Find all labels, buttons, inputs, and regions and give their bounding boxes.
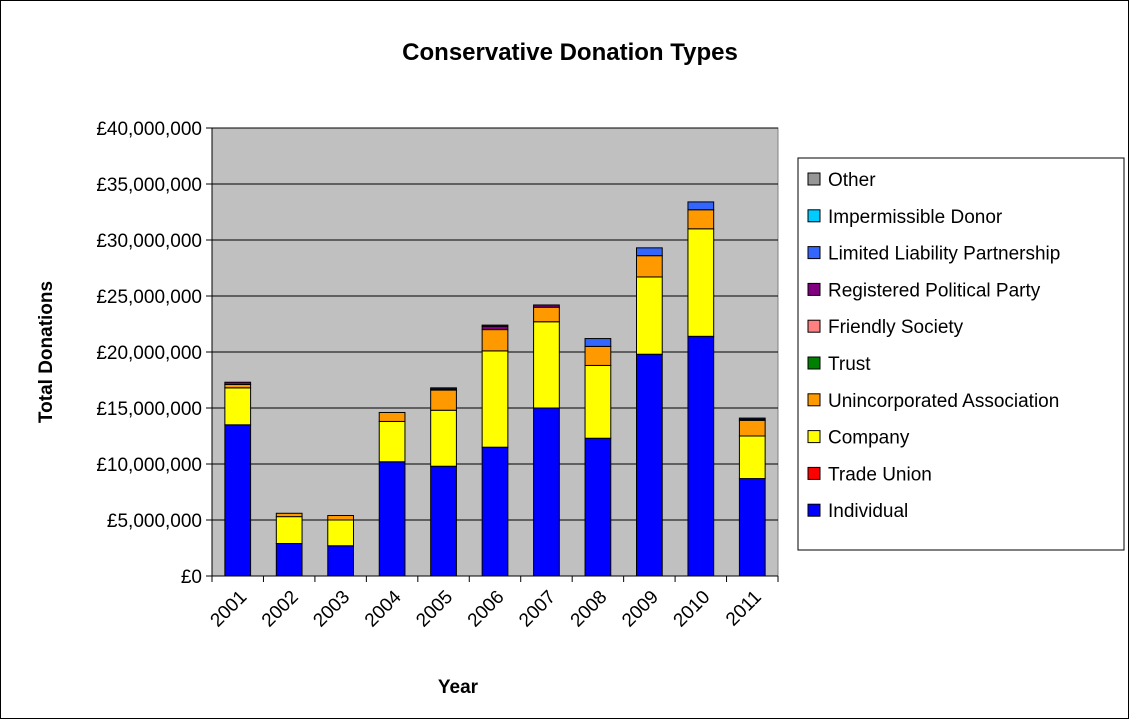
legend-swatch	[807, 209, 821, 223]
bar-segment	[481, 325, 509, 331]
legend-label: Unincorporated Association	[828, 391, 1059, 412]
bar-segment	[738, 417, 766, 420]
legend-label: Individual	[828, 501, 908, 522]
legend-swatch	[807, 393, 821, 407]
bar-segment	[327, 515, 355, 521]
bar-segment	[636, 247, 663, 257]
bar-segment	[738, 419, 766, 437]
x-tick-label: 2010	[670, 587, 715, 632]
x-tick-label: 2011	[722, 587, 766, 631]
bar-segment	[738, 478, 766, 577]
y-tick-label: £35,000,000	[96, 175, 202, 196]
bar-segment	[738, 435, 766, 480]
bar-segment	[327, 519, 355, 547]
y-tick-label: £25,000,000	[96, 287, 202, 308]
y-tick-label: £30,000,000	[96, 231, 202, 252]
bar-segment	[430, 389, 457, 411]
legend-label: Limited Liability Partnership	[828, 244, 1060, 265]
x-tick-label: 2001	[207, 587, 252, 632]
legend-label: Trust	[828, 354, 871, 375]
bar-segment	[378, 461, 406, 577]
bar-segment	[584, 364, 612, 439]
legend-label: Registered Political Party	[828, 280, 1041, 301]
bar-segment	[327, 545, 355, 577]
legend-label: Other	[828, 170, 876, 191]
bar-segment	[481, 324, 509, 327]
legend-label: Impermissible Donor	[828, 207, 1003, 228]
x-tick-label: 2002	[258, 587, 303, 632]
bar-segment	[224, 383, 252, 389]
bar-segment	[481, 446, 509, 577]
x-tick-label: 2009	[618, 587, 663, 632]
bar-segment	[584, 437, 612, 577]
legend-swatch	[807, 319, 821, 333]
bar-segment	[481, 329, 509, 352]
legend-swatch	[807, 503, 821, 517]
y-tick-label: £0	[181, 567, 202, 588]
legend-swatch	[807, 282, 821, 296]
bar-segment	[687, 228, 715, 337]
bar-segment	[533, 321, 560, 409]
bar-segment	[275, 543, 303, 577]
x-tick-label: 2003	[309, 587, 354, 632]
bars	[224, 201, 766, 577]
legend-label: Company	[828, 428, 910, 449]
bar-segment	[378, 411, 406, 422]
bar-segment	[481, 350, 509, 448]
x-tick-label: 2007	[515, 587, 560, 632]
legend: Other Impermissible Donor Limited Liabilit…	[797, 157, 1125, 551]
y-tick-label: £15,000,000	[96, 399, 202, 420]
x-tick-labels: 2001 2002 2003 2004 2005 2006 2007 2008 2009 2010…	[207, 586, 766, 631]
bar-segment	[430, 465, 457, 577]
x-tick-label: 2006	[464, 587, 509, 632]
bar-segment	[224, 381, 252, 385]
x-tick-label: 2005	[412, 587, 457, 632]
bar-segment	[533, 304, 560, 308]
y-tick-labels: £0 £5,000,000 £10,000,000 £15,000,000 £20,00…	[96, 119, 202, 588]
bar-segment	[636, 255, 663, 278]
bar-segment	[224, 387, 252, 426]
bar-segment	[533, 407, 560, 577]
y-tick-label: £10,000,000	[96, 455, 202, 476]
bar-segment	[378, 420, 406, 463]
y-tick-label: £40,000,000	[96, 119, 202, 140]
bar-segment	[275, 512, 303, 518]
bar-segment	[584, 345, 612, 366]
bar-segment	[533, 306, 560, 323]
legend-swatch	[807, 466, 821, 480]
chart-title: Conservative Donation Types	[402, 39, 738, 66]
bar-segment	[687, 209, 715, 230]
y-axis-title: Total Donations	[36, 281, 57, 423]
bar-segment	[636, 276, 663, 355]
legend-swatch	[807, 246, 821, 260]
bar-segment	[430, 387, 457, 390]
legend-label: Friendly Society	[828, 317, 964, 338]
legend-swatch	[807, 430, 821, 444]
axes	[206, 127, 779, 582]
bar-segment	[224, 424, 252, 577]
y-tick-label: £20,000,000	[96, 343, 202, 364]
x-tick-label: 2008	[567, 587, 612, 632]
legend-label: Trade Union	[828, 464, 932, 485]
legend-swatch	[807, 356, 821, 370]
x-tick-label: 2004	[361, 586, 406, 631]
bar-segment	[636, 353, 663, 577]
y-tick-label: £5,000,000	[107, 511, 202, 532]
bar-segment	[430, 409, 457, 467]
legend-box	[797, 157, 1125, 551]
bar-segment	[687, 201, 715, 211]
bar-segment	[584, 338, 612, 347]
legend-swatch	[807, 172, 821, 186]
bar-segment	[687, 335, 715, 577]
bar-segment	[275, 516, 303, 545]
x-axis-title: Year	[438, 677, 479, 698]
